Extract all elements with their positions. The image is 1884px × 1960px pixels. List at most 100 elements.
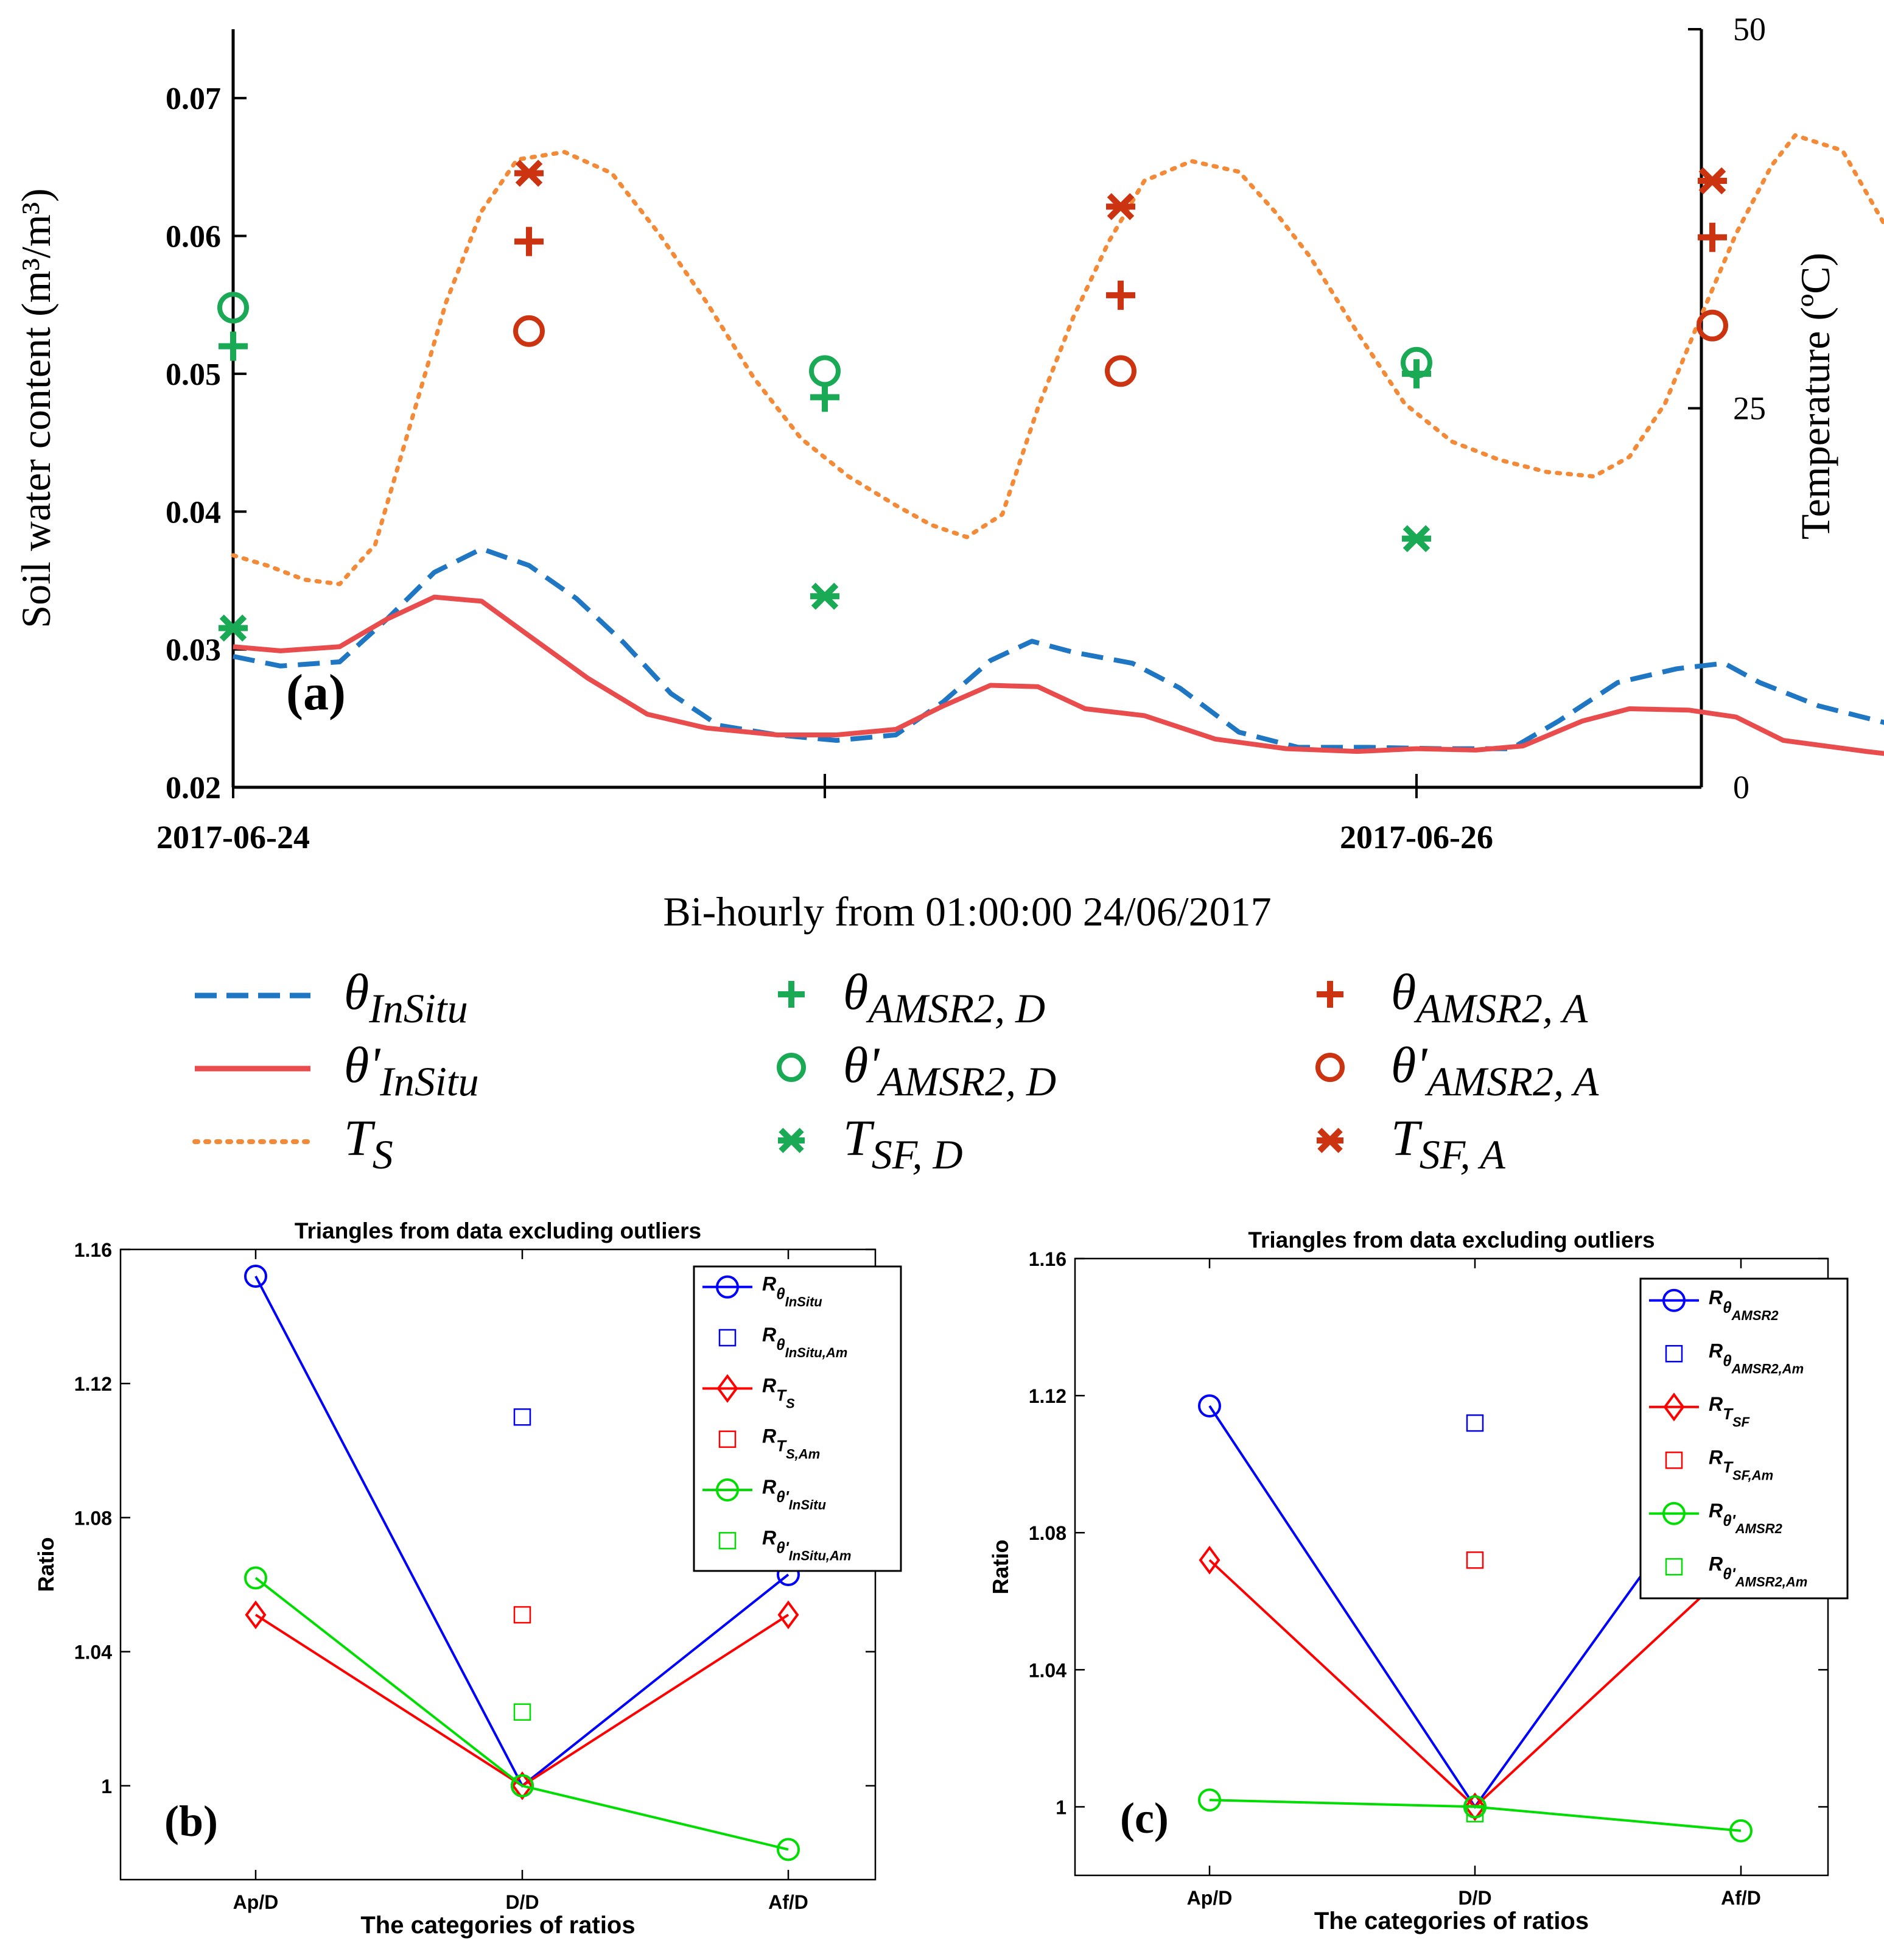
legend-label-base: R xyxy=(762,1425,776,1447)
legend-label-base: θ xyxy=(1391,964,1416,1020)
series-line xyxy=(1209,1799,1742,1832)
legend-label-subsubscript: InSitu,Am xyxy=(789,1548,852,1563)
chart-title: Triangles from data excluding outliers xyxy=(1248,1228,1655,1252)
scatter-point-circle xyxy=(513,315,545,347)
legend-swatch-square xyxy=(718,1430,737,1448)
y-tick-label: 1.12 xyxy=(74,1373,112,1395)
legend-label-base: R xyxy=(1709,1340,1723,1361)
x-tick-label: D/D xyxy=(505,1891,539,1913)
y-tick-label: 1.12 xyxy=(1029,1385,1066,1407)
series-marker-square xyxy=(1466,1551,1484,1569)
legend-swatch-plus xyxy=(778,981,805,1008)
series-marker-circle xyxy=(1463,1795,1487,1819)
legend-label-base: θ xyxy=(843,964,868,1020)
y-tick-label: 1.04 xyxy=(74,1642,112,1663)
legend-label-r_ts: RTS xyxy=(762,1374,795,1411)
scatter-point-star xyxy=(219,614,248,642)
series-marker-diamond xyxy=(777,1600,799,1629)
legend-box xyxy=(693,1265,902,1572)
scatter-point-plus xyxy=(1698,222,1727,252)
y-left-tick-label: 0.07 xyxy=(166,82,221,116)
x-tick-label: D/D xyxy=(1458,1887,1491,1909)
y-tick-label: 1 xyxy=(101,1776,112,1797)
legend-label-r_insitu_am: RθInSitu,Am xyxy=(762,1324,847,1360)
series-marker-diamond xyxy=(245,1600,267,1629)
legend-item-r_insitu_am: RθInSitu,Am xyxy=(718,1324,847,1360)
legend-label-subscript: T xyxy=(776,1437,787,1455)
series-marker-circle xyxy=(244,1566,267,1590)
legend-label-subscript: AMSR2, A xyxy=(1413,985,1588,1031)
legend-label-base: θ' xyxy=(843,1037,880,1094)
legend-label-subsubscript: SF,Am xyxy=(1732,1467,1773,1483)
legend-label-base: R xyxy=(762,1374,776,1396)
legend-swatch-square xyxy=(718,1532,737,1550)
series-marker-circle xyxy=(1198,1394,1221,1417)
legend-label-subsubscript: InSitu xyxy=(789,1497,827,1512)
panel-b: Triangles from data excluding outliers 1 1… xyxy=(33,1218,902,1939)
legend-label-r_insitu_p_am: Rθ'InSitu,Am xyxy=(762,1526,851,1563)
legend-label-base: R xyxy=(1709,1446,1723,1468)
series-line-solid xyxy=(233,594,1884,756)
series-marker-circle xyxy=(244,1265,267,1288)
y-tick-label: 1.08 xyxy=(74,1507,112,1529)
legend-item-r_amsr_p: Rθ'AMSR2 xyxy=(1649,1500,1783,1536)
legend-item-insitu_p: θ'InSitu xyxy=(195,1037,479,1105)
legend-label-base: R xyxy=(762,1476,776,1498)
legend-label-subscript: SF, D xyxy=(872,1131,963,1178)
panel-label: (b) xyxy=(164,1797,218,1846)
series-line-dotted xyxy=(231,133,1884,586)
x-axis-label: Bi-hourly from 01:00:00 24/06/2017 xyxy=(663,888,1271,935)
legend-label-subscript: θ' xyxy=(1723,1511,1735,1530)
y-tick-label: 1.16 xyxy=(1029,1248,1066,1270)
legend-label-base: R xyxy=(1709,1553,1723,1575)
legend-swatch-square xyxy=(1665,1452,1683,1469)
y-left-tick-label: 0.04 xyxy=(166,495,221,530)
scatter-point-circle xyxy=(1401,346,1432,379)
legend-box xyxy=(1639,1277,1849,1600)
legend-swatch-circle xyxy=(777,1053,806,1082)
legend-label-base: R xyxy=(762,1324,776,1346)
x-tick-label: Ap/D xyxy=(233,1891,279,1913)
legend-item-r_ts: RTS xyxy=(702,1374,795,1411)
x-tick-label: 2017-06-24 xyxy=(156,819,310,855)
scatter-point-circle xyxy=(809,355,841,387)
legend-label-subsubscript: InSitu xyxy=(785,1294,823,1310)
chart-title: Triangles from data excluding outliers xyxy=(295,1218,701,1243)
legend-label-subscript: θ' xyxy=(1723,1564,1735,1582)
y-left-tick-label: 0.03 xyxy=(166,633,221,668)
legend-swatch-square xyxy=(718,1329,737,1347)
scatter-point-circle xyxy=(1105,355,1136,387)
legend-label-subscript: AMSR2, D xyxy=(877,1058,1056,1105)
panel-a: 0.02 0.03 0.04 0.05 0.06 0.07 0 25 50 2017-06-24 2… xyxy=(13,11,1884,935)
legend-swatch-marker xyxy=(1662,1502,1686,1525)
legend-label-subscript: T xyxy=(1723,1458,1734,1476)
legend-swatch-marker xyxy=(716,1275,739,1299)
scatter-point-star xyxy=(514,160,544,187)
legend-label-base: R xyxy=(762,1526,776,1548)
legend-label-subscript: AMSR2, A xyxy=(1424,1058,1599,1105)
series-marker-circle xyxy=(777,1838,800,1861)
legend-label-r_tsf: RTSF xyxy=(1709,1393,1750,1430)
legend-label-subscript: SF, A xyxy=(1420,1131,1506,1178)
series-marker-square xyxy=(1466,1414,1484,1432)
legend-label-r_insitu: RθInSitu xyxy=(762,1273,822,1310)
legend-swatch-circle xyxy=(1315,1053,1345,1082)
y-left-axis-label: Soil water content (m³/m³) xyxy=(13,188,59,628)
y-axis-label: Ratio xyxy=(33,1537,58,1592)
legend-item-tsf_d: TSF, D xyxy=(778,1110,963,1178)
series-line-dashed xyxy=(233,546,1884,751)
y-tick-label: 1.04 xyxy=(1029,1659,1066,1681)
series-marker-circle xyxy=(1198,1788,1221,1812)
legend-label-amsr_a: θAMSR2, A xyxy=(1391,964,1588,1031)
legend-label-base: T xyxy=(843,1110,875,1167)
legend-item-r_amsr: RθAMSR2 xyxy=(1649,1287,1779,1323)
legend-label-amsr_d: θAMSR2, D xyxy=(843,964,1045,1031)
legend-label-subsubscript: AMSR2 xyxy=(1735,1521,1783,1536)
scatter-point-plus xyxy=(1106,280,1135,310)
legend-label-amsr_d_p: θ'AMSR2, D xyxy=(843,1037,1056,1105)
legend-swatch-marker xyxy=(716,1478,739,1502)
legend-label-subscript: θ' xyxy=(776,1538,789,1556)
